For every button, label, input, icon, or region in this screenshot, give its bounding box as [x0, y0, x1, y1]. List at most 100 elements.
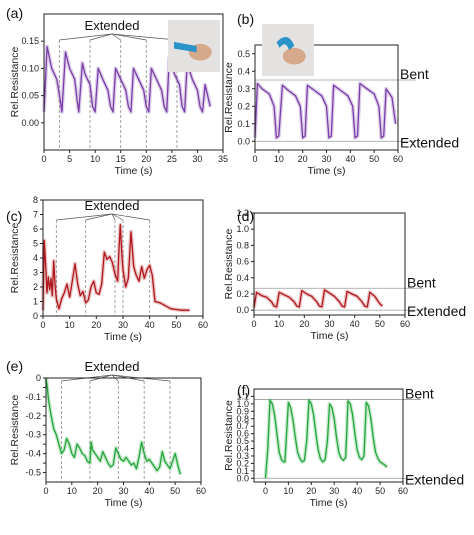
y-tick-label: 0.9 [236, 406, 249, 416]
extended-label: Extended [400, 134, 459, 150]
photo-inset [168, 20, 220, 72]
x-tick-label: 20 [306, 486, 316, 496]
y-tick-label: 0 [33, 311, 38, 321]
y-tick-label: 0 [36, 373, 41, 383]
y-tick-label: 0.3 [237, 84, 250, 94]
y-tick-label: 0.8 [236, 240, 249, 250]
x-tick-label: 60 [196, 486, 206, 496]
x-tick-label: 5 [67, 154, 72, 164]
annotation-label: Extended [85, 198, 140, 213]
x-tick-label: 40 [345, 154, 355, 164]
x-tick-label: 20 [299, 319, 309, 329]
y-tick-label: 4 [33, 253, 38, 263]
x-tick-label: 30 [118, 486, 128, 496]
extended-label: Extended [405, 471, 464, 487]
x-tick-label: 10 [283, 486, 293, 496]
x-tick-label: 50 [375, 486, 385, 496]
y-tick-label: -0.5 [25, 468, 41, 478]
axes-frame [253, 388, 404, 483]
bent-label: Bent [407, 274, 436, 290]
x-tick-label: 0 [40, 320, 45, 330]
panel-b [252, 24, 416, 153]
x-axis-label: Time (s) [310, 330, 348, 342]
x-tick-label: 0 [263, 486, 268, 496]
hand-shape [282, 47, 306, 65]
x-tick-label: 10 [65, 320, 75, 330]
y-tick-label: 0.00 [21, 118, 39, 128]
y-tick-label: 0.05 [21, 91, 39, 101]
sensor-glove-icon [276, 37, 295, 50]
y-tick-label: 0.0 [237, 136, 250, 146]
annotation-arrow [111, 213, 116, 221]
x-axis-label: Time (s) [104, 331, 142, 343]
x-tick-label: 35 [218, 154, 228, 164]
x-tick-label: 50 [171, 320, 181, 330]
x-tick-label: 40 [145, 320, 155, 330]
x-tick-label: 20 [91, 320, 101, 330]
panel-label: (f) [237, 382, 250, 398]
annotation-arrow [89, 33, 113, 41]
y-axis-label: Rel.Resistance [223, 229, 235, 300]
x-tick-label: 30 [329, 486, 339, 496]
series-line [42, 224, 190, 311]
annotation-arrow [85, 213, 113, 221]
bent-label: Bent [400, 66, 429, 82]
y-tick-label: 0.1 [237, 119, 250, 129]
photo-inset [262, 24, 314, 76]
y-tick-label: 0.1 [236, 466, 249, 476]
series-band [44, 377, 183, 475]
x-tick-label: 10 [90, 154, 100, 164]
x-tick-label: 50 [375, 319, 385, 329]
x-tick-label: 60 [400, 319, 410, 329]
y-tick-label: -0.2 [25, 411, 41, 421]
annotation-label: Extended [85, 18, 140, 33]
panel-e [43, 374, 202, 485]
x-tick-label: 40 [350, 319, 360, 329]
y-axis-label: Rel.Resistance [9, 395, 21, 466]
x-tick-label: 20 [298, 154, 308, 164]
panel-d [251, 212, 423, 318]
y-tick-label: -0.1 [25, 392, 41, 402]
panel-label: (a) [6, 5, 23, 21]
x-tick-label: 15 [116, 154, 126, 164]
y-tick-label: 6 [33, 224, 38, 234]
panel-label: (c) [6, 208, 22, 224]
x-axis-label: Time (s) [309, 497, 347, 509]
x-axis-label: Time (s) [104, 497, 142, 509]
series-line [264, 399, 388, 479]
x-tick-label: 20 [93, 486, 103, 496]
sensor-glove-icon [174, 41, 197, 53]
y-tick-label: 0.7 [236, 421, 249, 431]
y-tick-label: 0.5 [237, 49, 250, 59]
x-tick-label: 30 [192, 154, 202, 164]
y-tick-label: 0.6 [236, 429, 249, 439]
x-tick-label: 20 [141, 154, 151, 164]
y-tick-label: 0.3 [236, 451, 249, 461]
y-tick-label: 0.5 [236, 436, 249, 446]
x-tick-label: 0 [252, 154, 257, 164]
annotation-arrow [111, 213, 124, 221]
y-tick-label: 8 [33, 195, 38, 205]
x-tick-label: 25 [167, 154, 177, 164]
x-tick-label: 60 [398, 486, 408, 496]
annotation-arrow [111, 33, 147, 41]
x-tick-label: 30 [324, 319, 334, 329]
y-tick-label: 0.10 [21, 63, 39, 73]
y-tick-label: 3 [33, 268, 38, 278]
y-tick-label: 5 [33, 239, 38, 249]
annotation-arrow [111, 33, 178, 41]
y-axis-label: Rel.Resistance [223, 62, 235, 133]
y-tick-label: 0.15 [21, 36, 39, 46]
x-tick-label: 10 [274, 319, 284, 329]
x-axis-label: Time (s) [114, 165, 152, 177]
x-tick-label: 10 [274, 154, 284, 164]
annotation-arrow [111, 33, 121, 41]
y-tick-label: 0.4 [237, 66, 250, 76]
series-line [45, 377, 181, 475]
series-line [43, 45, 211, 113]
y-tick-label: 0.2 [236, 458, 249, 468]
y-tick-label: 0.2 [236, 289, 249, 299]
x-tick-label: 0 [41, 154, 46, 164]
series-line [253, 289, 383, 308]
